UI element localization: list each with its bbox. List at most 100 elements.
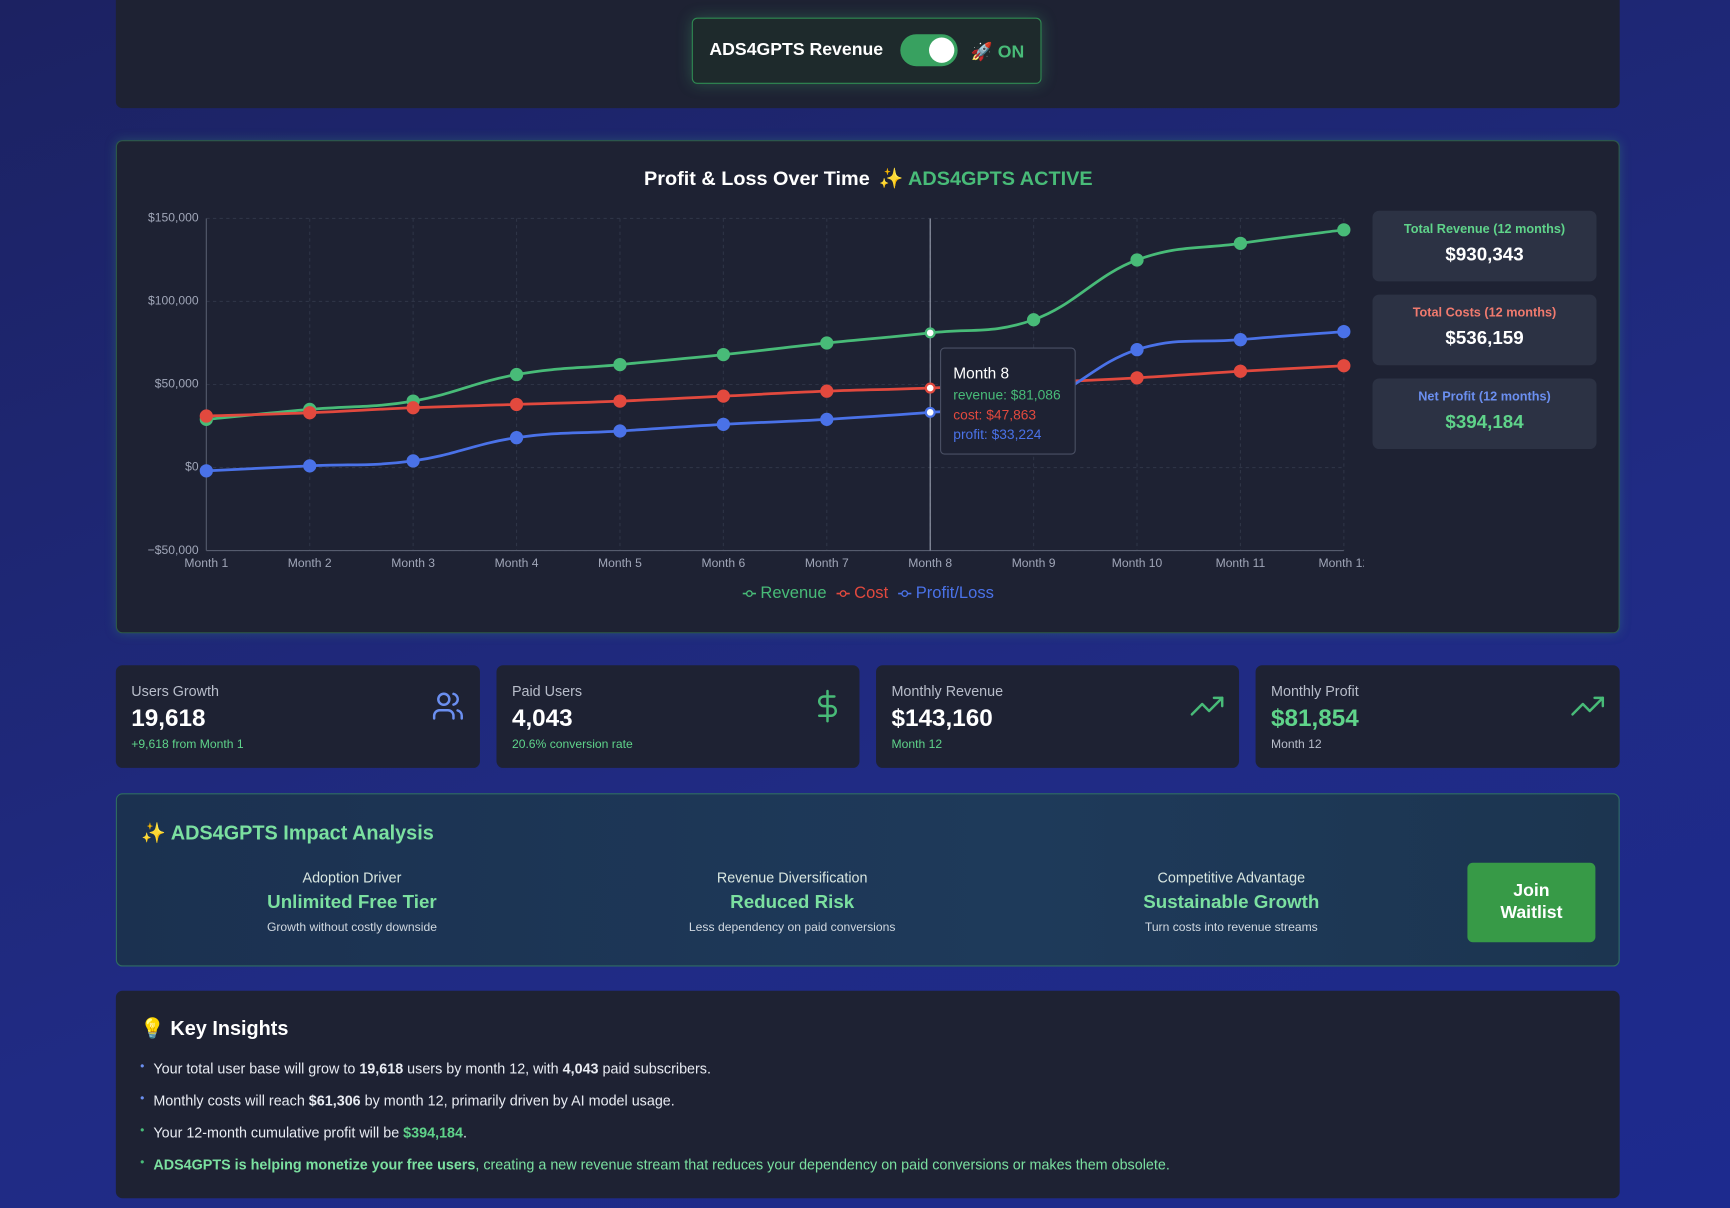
toggle-knob <box>928 37 955 63</box>
impact-desc: Less dependency on paid conversions <box>688 921 896 935</box>
stat-card: Paid Users 4,043 20.6% conversion rate <box>496 665 860 768</box>
legend-swatch <box>901 590 909 598</box>
summary-value: $536,159 <box>1445 327 1524 349</box>
impact-desc: Turn costs into revenue streams <box>1144 921 1318 935</box>
text: Your total user base will grow to <box>153 1060 360 1077</box>
point <box>1233 364 1248 378</box>
point <box>820 336 834 350</box>
x-tick-label: Month 9 <box>1012 556 1056 570</box>
stat-card: Monthly Profit $81,854 Month 12 <box>1255 665 1620 768</box>
point <box>1337 359 1351 373</box>
chart-card: Profit & Loss Over Time ✨ ADS4GPTS ACTIV… <box>115 140 1620 634</box>
y-tick-label: $0 <box>185 460 199 474</box>
stat-label: Monthly Revenue <box>891 682 1004 700</box>
x-tick-label: Month 10 <box>1112 556 1163 570</box>
point <box>820 384 834 398</box>
point <box>1337 223 1351 237</box>
x-tick-label: Month 5 <box>598 556 642 570</box>
point <box>303 459 317 473</box>
highlight: $61,306 <box>308 1092 361 1109</box>
point <box>406 454 420 468</box>
stat-card: Users Growth 19,618 +9,618 from Month 1 <box>115 665 480 768</box>
toggle-panel: ADS4GPTS Revenue 🚀 ON <box>115 0 1620 109</box>
x-tick-label: Month 8 <box>908 556 952 570</box>
summary-label: Total Revenue (12 months) <box>1403 222 1566 237</box>
x-tick-label: Month 2 <box>288 556 332 570</box>
point <box>716 347 730 362</box>
stat-note: 20.6% conversion rate <box>511 738 633 752</box>
point <box>1026 313 1041 327</box>
x-tick-label: Month 7 <box>805 556 849 570</box>
insights-card: 💡 Key Insights Your total user base will… <box>115 990 1620 1199</box>
y-tick-label: $50,000 <box>155 377 199 391</box>
impact-item: Competitive Advantage Sustainable Growth T… <box>1066 869 1397 934</box>
highlight: 4,043 <box>562 1060 599 1077</box>
join-waitlist-button[interactable]: Join Waitlist <box>1467 862 1596 943</box>
point <box>716 417 730 431</box>
highlight: ADS4GPTS is helping monetize your free u… <box>153 1156 476 1173</box>
point <box>1233 236 1248 250</box>
summary-label: Total Costs (12 months) <box>1412 306 1557 320</box>
insight: Your total user base will grow to 19,618… <box>140 1060 711 1077</box>
y-tick-label: $100,000 <box>148 294 199 308</box>
tooltip-line: cost: $47,863 <box>953 407 1037 423</box>
text: Monthly costs will reach <box>153 1092 309 1109</box>
stat-value: $81,854 <box>1271 703 1359 732</box>
x-tick-label: Month 1 <box>184 556 228 570</box>
y-tick-label: $150,000 <box>148 211 199 225</box>
trend-icon <box>1571 696 1605 716</box>
insight: Monthly costs will reach $61,306 by mont… <box>140 1092 675 1109</box>
stat-value: 4,043 <box>511 703 573 732</box>
stat-label: Paid Users <box>511 682 583 700</box>
point <box>406 401 420 415</box>
tooltip-line: profit: $33,224 <box>953 426 1042 443</box>
summary-card: Net Profit (12 months) $394,184 <box>1372 378 1597 450</box>
chart: Profit & Loss Over Time ✨ ADS4GPTS ACTIV… <box>148 167 1364 602</box>
trend-icon <box>1190 696 1224 716</box>
chart-title: Profit & Loss Over Time <box>644 168 870 190</box>
text: by month 12, primarily driven by AI mode… <box>360 1092 675 1109</box>
x-tick-label: Month 12 <box>1319 556 1364 570</box>
point <box>613 424 627 438</box>
legend-swatch <box>745 590 753 598</box>
point <box>1130 253 1144 267</box>
x-tick-label: Month 3 <box>391 556 435 570</box>
summary-value: $394,184 <box>1445 411 1524 433</box>
insight: ADS4GPTS is helping monetize your free u… <box>140 1156 1170 1173</box>
summary-card: Total Costs (12 months) $536,159 <box>1372 294 1597 366</box>
point <box>924 327 936 339</box>
point <box>1130 343 1144 357</box>
impact-headline: Unlimited Free Tier <box>267 891 437 913</box>
text: users by month 12, with <box>403 1060 563 1077</box>
toggle-switch[interactable] <box>900 34 958 67</box>
legend-label: Profit/Loss <box>916 583 994 602</box>
point <box>820 412 834 426</box>
summary-label: Net Profit (12 months) <box>1418 390 1551 404</box>
tooltip-title: Month 8 <box>953 364 1010 382</box>
impact-label: Competitive Advantage <box>1157 869 1306 886</box>
point <box>509 397 524 412</box>
x-tick-label: Month 4 <box>495 556 539 570</box>
legend-item: Revenue <box>742 583 827 602</box>
series-line <box>206 364 1344 418</box>
text: Your 12-month cumulative profit will be <box>153 1124 404 1141</box>
toggle-box: ADS4GPTS Revenue 🚀 ON <box>691 17 1042 84</box>
point <box>199 464 213 478</box>
highlight: $394,184 <box>403 1124 464 1141</box>
point <box>509 431 524 445</box>
stat-note: Month 12 <box>1271 738 1322 752</box>
point <box>924 382 936 394</box>
summary-card: Total Revenue (12 months) $930,343 <box>1372 210 1597 282</box>
insight: Your 12-month cumulative profit will be … <box>140 1124 467 1141</box>
impact-label: Adoption Driver <box>302 869 402 886</box>
impact-item: Adoption Driver Unlimited Free Tier Growth… <box>186 869 517 934</box>
impact-headline: Reduced Risk <box>730 891 855 913</box>
stat-label: Users Growth <box>131 682 219 700</box>
legend-item: Cost <box>836 583 889 602</box>
impact-label: Revenue Diversification <box>716 869 868 886</box>
users-icon <box>432 692 463 720</box>
point <box>1337 324 1351 339</box>
text: paid subscribers. <box>598 1060 711 1077</box>
